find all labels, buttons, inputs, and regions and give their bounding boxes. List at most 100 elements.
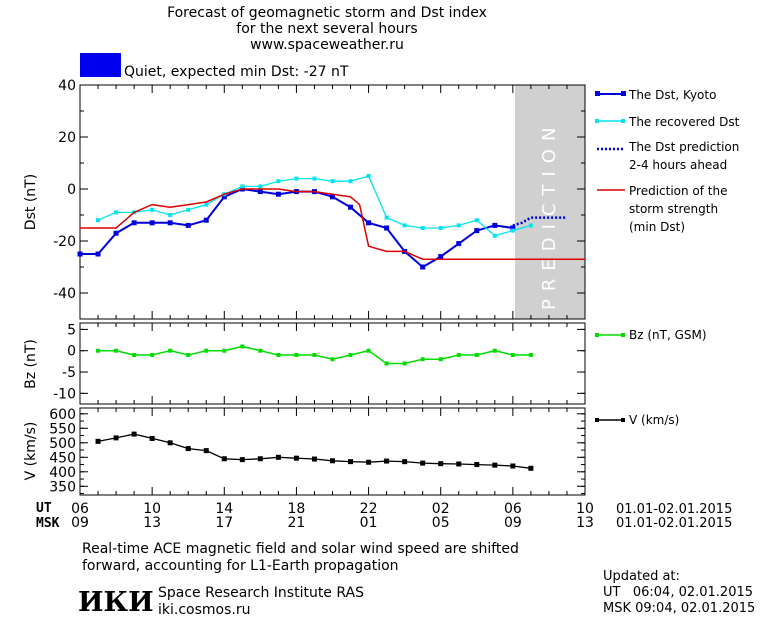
footer-note-line1: Real-time ACE magnetic field and solar w…	[82, 541, 519, 557]
bz-series-point-0	[384, 361, 389, 366]
bz-ytick-label: 5	[67, 322, 76, 338]
dst-ytick-label: -20	[53, 234, 76, 250]
dst-series-point-1	[438, 226, 443, 230]
v-series-point-0	[438, 461, 444, 467]
legend-dst-prediction: The Dst prediction 2-4 hours ahead	[597, 140, 739, 172]
legend-storm-strength: Prediction of the storm strength (min Ds…	[597, 184, 728, 234]
v-series-point-0	[366, 459, 372, 465]
bz-series-point-0	[150, 352, 155, 357]
dst-series-point-0	[203, 217, 209, 223]
legend-bz: Bz (nT, GSM)	[595, 328, 707, 342]
bz-series-point-0	[312, 352, 317, 357]
bz-series-point-0	[474, 352, 479, 357]
v-series-point-0	[384, 458, 390, 464]
bz-series-point-0	[330, 357, 335, 362]
dst-series-point-0	[167, 220, 173, 226]
v-series-point-0	[239, 457, 245, 463]
dst-series-point-0	[510, 225, 516, 231]
dst-series-point-0	[348, 204, 354, 210]
dst-series-point-0	[366, 220, 372, 226]
updated-msk: MSK 09:04, 02.01.2015	[603, 601, 755, 616]
dst-series-point-0	[275, 191, 281, 197]
v-series-point-0	[330, 458, 335, 464]
v-ytick-label: 400	[49, 465, 76, 481]
dst-series-point-1	[168, 213, 173, 217]
msk-axis-label: MSK	[36, 516, 60, 531]
v-series-line-0	[97, 433, 531, 469]
dst-ytick-label: 20	[58, 130, 76, 146]
ut-tick-label: 06	[71, 501, 89, 517]
ut-tick-label: 06	[504, 501, 522, 517]
msk-tick-label: 21	[288, 515, 306, 531]
msk-tick-label: 13	[576, 515, 594, 531]
v-ytick-label: 550	[49, 421, 76, 437]
v-series-point-0	[456, 461, 462, 467]
ut-tick-label: 10	[576, 501, 594, 517]
legend-storm-label-3: (min Dst)	[629, 220, 685, 234]
dst-series-point-0	[95, 251, 101, 257]
dst-ytick-label: -40	[53, 286, 76, 302]
bz-panel-frame	[79, 322, 586, 405]
dst-series-point-1	[348, 179, 353, 184]
bz-series-point-0	[348, 352, 353, 357]
bz-series-point-0	[222, 348, 227, 353]
dst-series-line-0	[80, 187, 514, 269]
bz-axis-label: Bz (nT)	[23, 339, 39, 389]
prediction-label: PREDICTION	[539, 120, 560, 310]
ut-tick-label: 18	[288, 501, 306, 517]
bz-series-point-0	[438, 357, 443, 362]
dst-series-point-0	[330, 194, 335, 200]
bz-ytick-label: 0	[67, 344, 76, 360]
bz-series-point-0	[510, 352, 515, 357]
v-series-point-0	[348, 459, 354, 465]
msk-date-range: 01.01-02.01.2015	[616, 516, 732, 531]
bz-series-point-0	[420, 357, 425, 362]
dst-series-point-1	[258, 184, 263, 189]
dst-series-point-1	[240, 184, 245, 189]
dst-series-point-1	[330, 179, 335, 184]
dst-axis-label: Dst (nT)	[23, 174, 39, 230]
dst-series-point-1	[204, 202, 209, 207]
bz-series-point-0	[492, 348, 497, 353]
dst-series-point-0	[221, 194, 227, 200]
v-series-point-0	[203, 448, 209, 454]
ut-axis-label: UT	[36, 501, 52, 516]
v-series-point-0	[402, 459, 408, 465]
v-series-point-0	[113, 435, 119, 441]
bz-series-point-0	[456, 352, 461, 357]
prediction-band	[515, 85, 585, 319]
msk-tick-label: 01	[360, 515, 378, 531]
dst-series-point-1	[114, 210, 119, 215]
v-panel-frame	[79, 407, 586, 496]
v-series-point-0	[420, 460, 426, 466]
dst-series-point-0	[492, 222, 498, 228]
v-series-point-0	[510, 463, 516, 469]
bz-series-point-0	[204, 348, 209, 353]
chart-title-line1: Forecast of geomagnetic storm and Dst in…	[167, 5, 487, 21]
bz-series-point-0	[276, 352, 281, 357]
bz-series-point-0	[168, 348, 173, 353]
dst-panel-frame	[79, 84, 586, 320]
msk-tick-label: 13	[143, 515, 161, 531]
dst-series-point-1	[276, 179, 281, 184]
v-series-point-0	[528, 465, 534, 471]
dst-series-point-0	[113, 230, 119, 236]
dst-series-point-1	[312, 176, 317, 181]
dst-series-point-1	[96, 218, 101, 223]
updated-ut: UT 06:04, 02.01.2015	[603, 585, 753, 600]
dst-ytick-label: 0	[67, 182, 76, 198]
bz-series-point-0	[402, 361, 407, 366]
dst-series-point-1	[150, 207, 155, 212]
site-url: www.spaceweather.ru	[250, 37, 404, 53]
dst-series-point-0	[257, 189, 263, 195]
v-series-point-0	[311, 456, 317, 462]
ut-tick-label: 10	[143, 501, 161, 517]
v-series-point-0	[149, 435, 155, 441]
bz-series-point-0	[528, 352, 533, 357]
bz-series-point-0	[258, 348, 263, 353]
dst-panel: PREDICTION Dst (nT) 40 20 0 -20 -40	[23, 78, 586, 320]
legend-dst-prediction-label-2: 2-4 hours ahead	[629, 158, 727, 172]
ut-tick-label: 02	[432, 501, 450, 517]
bz-series-point-0	[240, 344, 245, 349]
